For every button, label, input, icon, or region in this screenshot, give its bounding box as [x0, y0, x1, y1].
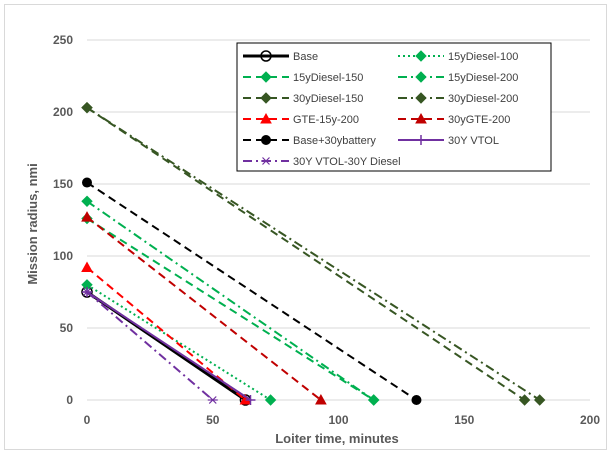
x-tick-label: 0 [84, 413, 91, 427]
legend-label: 30Y VTOL [448, 135, 499, 147]
legend-marker [415, 71, 427, 83]
series-15ydiesel-200 [81, 195, 380, 406]
legend-entry: 15yDiesel-200 [398, 71, 518, 84]
legend-entry: 15yDiesel-100 [398, 50, 518, 63]
tick-labels: 0 50 100 150 200 250 0 50 100 150 200 [53, 33, 600, 427]
series-30ydiesel-200 [81, 101, 546, 406]
series-line [86, 216, 322, 401]
data-point [533, 394, 546, 406]
series-layer [81, 101, 546, 406]
data-point [81, 101, 93, 114]
legend-marker [261, 135, 271, 145]
legend-label: 30yGTE-200 [448, 114, 510, 126]
data-point [264, 394, 277, 406]
series-line [86, 217, 375, 401]
legend-entry: 15yDiesel-150 [243, 71, 363, 84]
data-point [81, 261, 93, 273]
series-line [86, 106, 526, 401]
y-axis-title: Mission radius, nmi [25, 163, 40, 284]
series-30y-vtol-30y-diesel [82, 288, 218, 404]
series-30y-vtol [82, 287, 256, 405]
data-point [411, 395, 422, 405]
legend-marker [260, 50, 272, 62]
x-tick-label: 150 [454, 413, 474, 427]
legend-box [236, 42, 552, 172]
legend-entry: 30yDiesel-150 [243, 92, 363, 105]
legend-label: 30yDiesel-200 [448, 93, 518, 105]
legend: Base 15yDiesel-100 15yDiesel-150 15yDiesel-… [236, 42, 552, 172]
legend-marker [415, 112, 427, 124]
data-point [207, 396, 218, 404]
data-point [82, 288, 92, 296]
legend-marker [415, 92, 427, 104]
legend-label: 15yDiesel-100 [448, 51, 518, 63]
data-point [518, 394, 531, 406]
legend-entry: Base [243, 50, 318, 63]
y-tick-label: 250 [53, 33, 73, 47]
series-line [86, 283, 272, 401]
data-point [315, 393, 327, 405]
series-line [86, 181, 418, 401]
legend-marker [416, 135, 426, 145]
data-point [81, 211, 93, 222]
legend-label: 30Y VTOL-30Y Diesel [293, 156, 401, 168]
x-tick-label: 200 [580, 413, 600, 427]
legend-entry: 30yGTE-200 [398, 112, 510, 126]
series-base-30ybattery [82, 177, 422, 405]
legend-marker [415, 50, 427, 62]
legend-entry: GTE-15y-200 [243, 112, 359, 126]
legend-marker [260, 92, 272, 104]
series-15ydiesel-100 [81, 279, 277, 406]
x-axis-title: Loiter time, minutes [275, 431, 399, 446]
series-line [86, 291, 214, 401]
legend-entry: Base+30ybattery [243, 135, 376, 147]
legend-marker [260, 71, 272, 83]
legend-entry: 30Y VTOL [398, 135, 499, 147]
series-line [86, 266, 247, 401]
series-30ygte-200 [81, 211, 327, 405]
legend-label: 15yDiesel-200 [448, 72, 518, 84]
legend-entry: 30Y VTOL-30Y Diesel [243, 156, 401, 168]
legend-label: Base+30ybattery [293, 135, 376, 147]
y-tick-label: 200 [53, 105, 73, 119]
series-line [86, 200, 375, 401]
x-tick-label: 50 [206, 413, 220, 427]
data-point [245, 395, 256, 405]
legend-label: 30yDiesel-150 [293, 93, 363, 105]
y-tick-label: 0 [66, 393, 73, 407]
series-line [86, 291, 252, 401]
data-point [368, 394, 380, 406]
series-line [86, 106, 541, 401]
legend-marker [261, 157, 271, 165]
y-tick-label: 50 [60, 321, 74, 335]
legend-label: Base [293, 51, 318, 63]
y-tick-label: 150 [53, 177, 73, 191]
legend-label: GTE-15y-200 [293, 114, 359, 126]
data-point [82, 177, 92, 188]
legend-marker [260, 112, 272, 124]
y-tick-label: 100 [53, 249, 73, 263]
x-tick-label: 100 [328, 413, 348, 427]
data-point [81, 195, 93, 207]
legend-entry: 30yDiesel-200 [398, 92, 518, 105]
legend-label: 15yDiesel-150 [293, 72, 363, 84]
